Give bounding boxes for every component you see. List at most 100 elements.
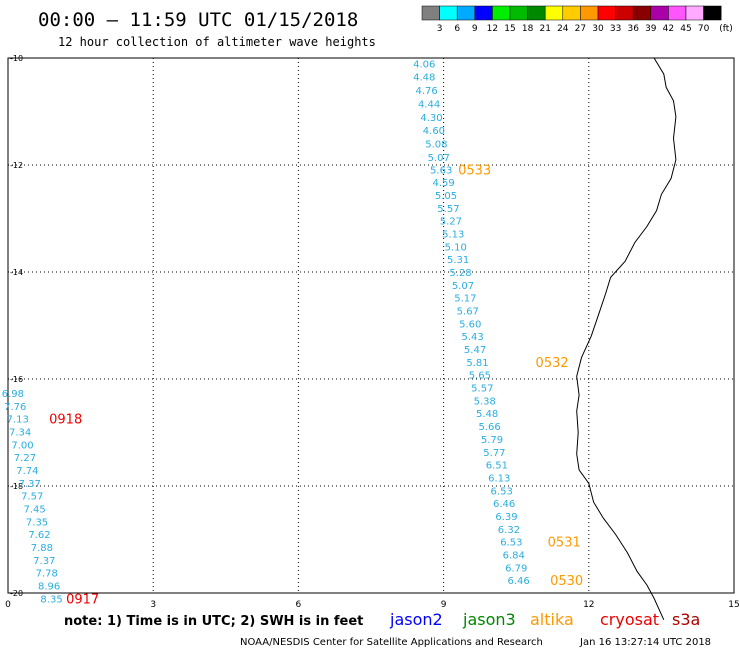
color-scale-label: 36 [627,24,639,34]
color-scale-label: 12 [487,24,498,34]
swh-value-label: 8.96 [38,582,60,593]
color-scale-label: 42 [663,24,674,34]
color-scale-unit: (ft) [719,24,733,34]
map-grid [8,58,734,593]
color-swatch [668,5,687,21]
time-label: 0532 [536,356,569,371]
legend-jason3: jason3 [462,610,516,629]
y-tick-label: -10 [10,54,23,63]
color-swatch [509,5,528,21]
map-frame [7,57,735,594]
x-tick-label: 3 [150,600,156,610]
swh-value-label: 7.62 [28,530,50,541]
y-tick-label: -14 [10,268,23,277]
color-swatch [439,5,458,21]
y-tick-label: -12 [10,161,23,170]
swh-value-label: 5.38 [474,396,496,407]
swh-value-label: 5.10 [445,242,467,253]
color-swatch [650,5,669,21]
time-label: 0530 [550,574,583,589]
swh-value-label: 8.35 [40,594,62,605]
swh-value-label: 6.32 [498,525,520,536]
note-text: note: 1) Time is in UTC; 2) SWH is in fe… [64,614,363,629]
swh-value-label: 7.34 [9,427,31,438]
color-swatch [492,5,511,21]
swh-value-label: 6.84 [503,550,525,561]
swh-value-label: 5.07 [452,281,474,292]
swh-value-label: 6.98 [2,389,24,400]
swh-value-label: 4.48 [413,73,435,84]
x-tick-label: 12 [583,600,594,610]
x-tick-label: 9 [441,600,447,610]
swh-value-label: 5.08 [425,140,447,151]
swh-value-label: 7.37 [33,556,55,567]
color-swatch [474,5,493,21]
swh-value-label: 7.78 [36,569,58,580]
x-tick-label: 0 [5,600,11,610]
swh-value-label: 7.00 [11,440,33,451]
swh-value-label: 6.13 [488,473,510,484]
color-scale-label: 33 [610,24,621,34]
coastline-layer [576,57,677,621]
swh-value-label: 5.63 [430,165,452,176]
swh-value-label: 4.59 [432,178,454,189]
swh-value-label: 7.35 [26,517,48,528]
satellite-legend: jason2 jason3 altika cryosat s3a [389,610,700,629]
legend-s3a: s3a [672,610,700,629]
x-tick-label: 6 [296,600,302,610]
color-swatch [527,5,546,21]
swh-value-label: 5.17 [454,294,476,305]
swh-value-label: 4.30 [420,113,442,124]
swh-value-label: 6.46 [493,499,515,510]
color-scale-label: 9 [472,24,478,34]
x-tick-label: 15 [728,600,739,610]
swh-value-label: 6.39 [495,512,517,523]
swh-value-label: 6.53 [491,486,513,497]
color-scale-bar: 3 6 9 12 15 18 21 24 27 30 33 36 39 42 45 70 (ft) [421,5,733,34]
swh-value-label: 7.88 [31,543,53,554]
y-tick-label: -20 [10,589,23,598]
swh-value-label: 7.57 [21,492,43,503]
color-swatch [597,5,616,21]
swh-value-label: 5.31 [447,255,469,266]
swh-value-label: 7.27 [14,453,36,464]
color-scale-label: 70 [698,24,710,34]
swh-value-label: 5.27 [440,217,462,228]
color-scale-label: 45 [680,24,691,34]
swh-value-label: 4.44 [418,99,440,110]
legend-cryosat: cryosat [600,610,659,629]
swh-value-label: 5.05 [435,191,457,202]
time-label: 0533 [458,163,491,178]
map-subtitle: 12 hour collection of altimeter wave hei… [58,35,376,49]
color-swatch [632,5,652,21]
time-label: 0531 [548,536,581,551]
swh-value-label: 5.67 [457,307,479,318]
swh-value-label: 5.43 [462,332,484,343]
y-tick-label: -18 [10,482,23,491]
color-scale-label: 6 [454,24,460,34]
swh-value-label: 5.28 [449,268,471,279]
swh-value-label: 5.57 [471,384,493,395]
color-scale-label: 39 [645,24,657,34]
color-scale-label: 3 [437,24,443,34]
swh-value-label: 6.46 [507,576,529,587]
color-swatch [544,5,564,21]
swh-value-label: 5.57 [437,204,459,215]
coastline-path [576,57,677,621]
swh-value-label: 5.48 [476,409,498,420]
time-label: 0917 [66,592,99,607]
swh-value-label: 6.51 [486,461,508,472]
track-cryosat: 6.98 7.76 7.137.34 7.00 7.27 7.74 7.37 7.577.45… [2,389,99,607]
swh-value-label: 7.74 [16,466,38,477]
swh-value-label: 7.13 [7,415,29,426]
swh-value-label: 7.37 [19,479,41,490]
swh-value-label: 7.76 [4,402,26,413]
color-scale-label: 21 [539,24,550,34]
swh-value-label: 5.47 [464,345,486,356]
color-swatch [615,5,634,21]
credit-text: NOAA/NESDIS Center for Satellite Applica… [240,637,543,648]
color-scale-label: 27 [575,24,586,34]
map-title: 00:00 – 11:59 UTC 01/15/2018 [38,9,358,31]
color-scale-label: 18 [522,24,534,34]
